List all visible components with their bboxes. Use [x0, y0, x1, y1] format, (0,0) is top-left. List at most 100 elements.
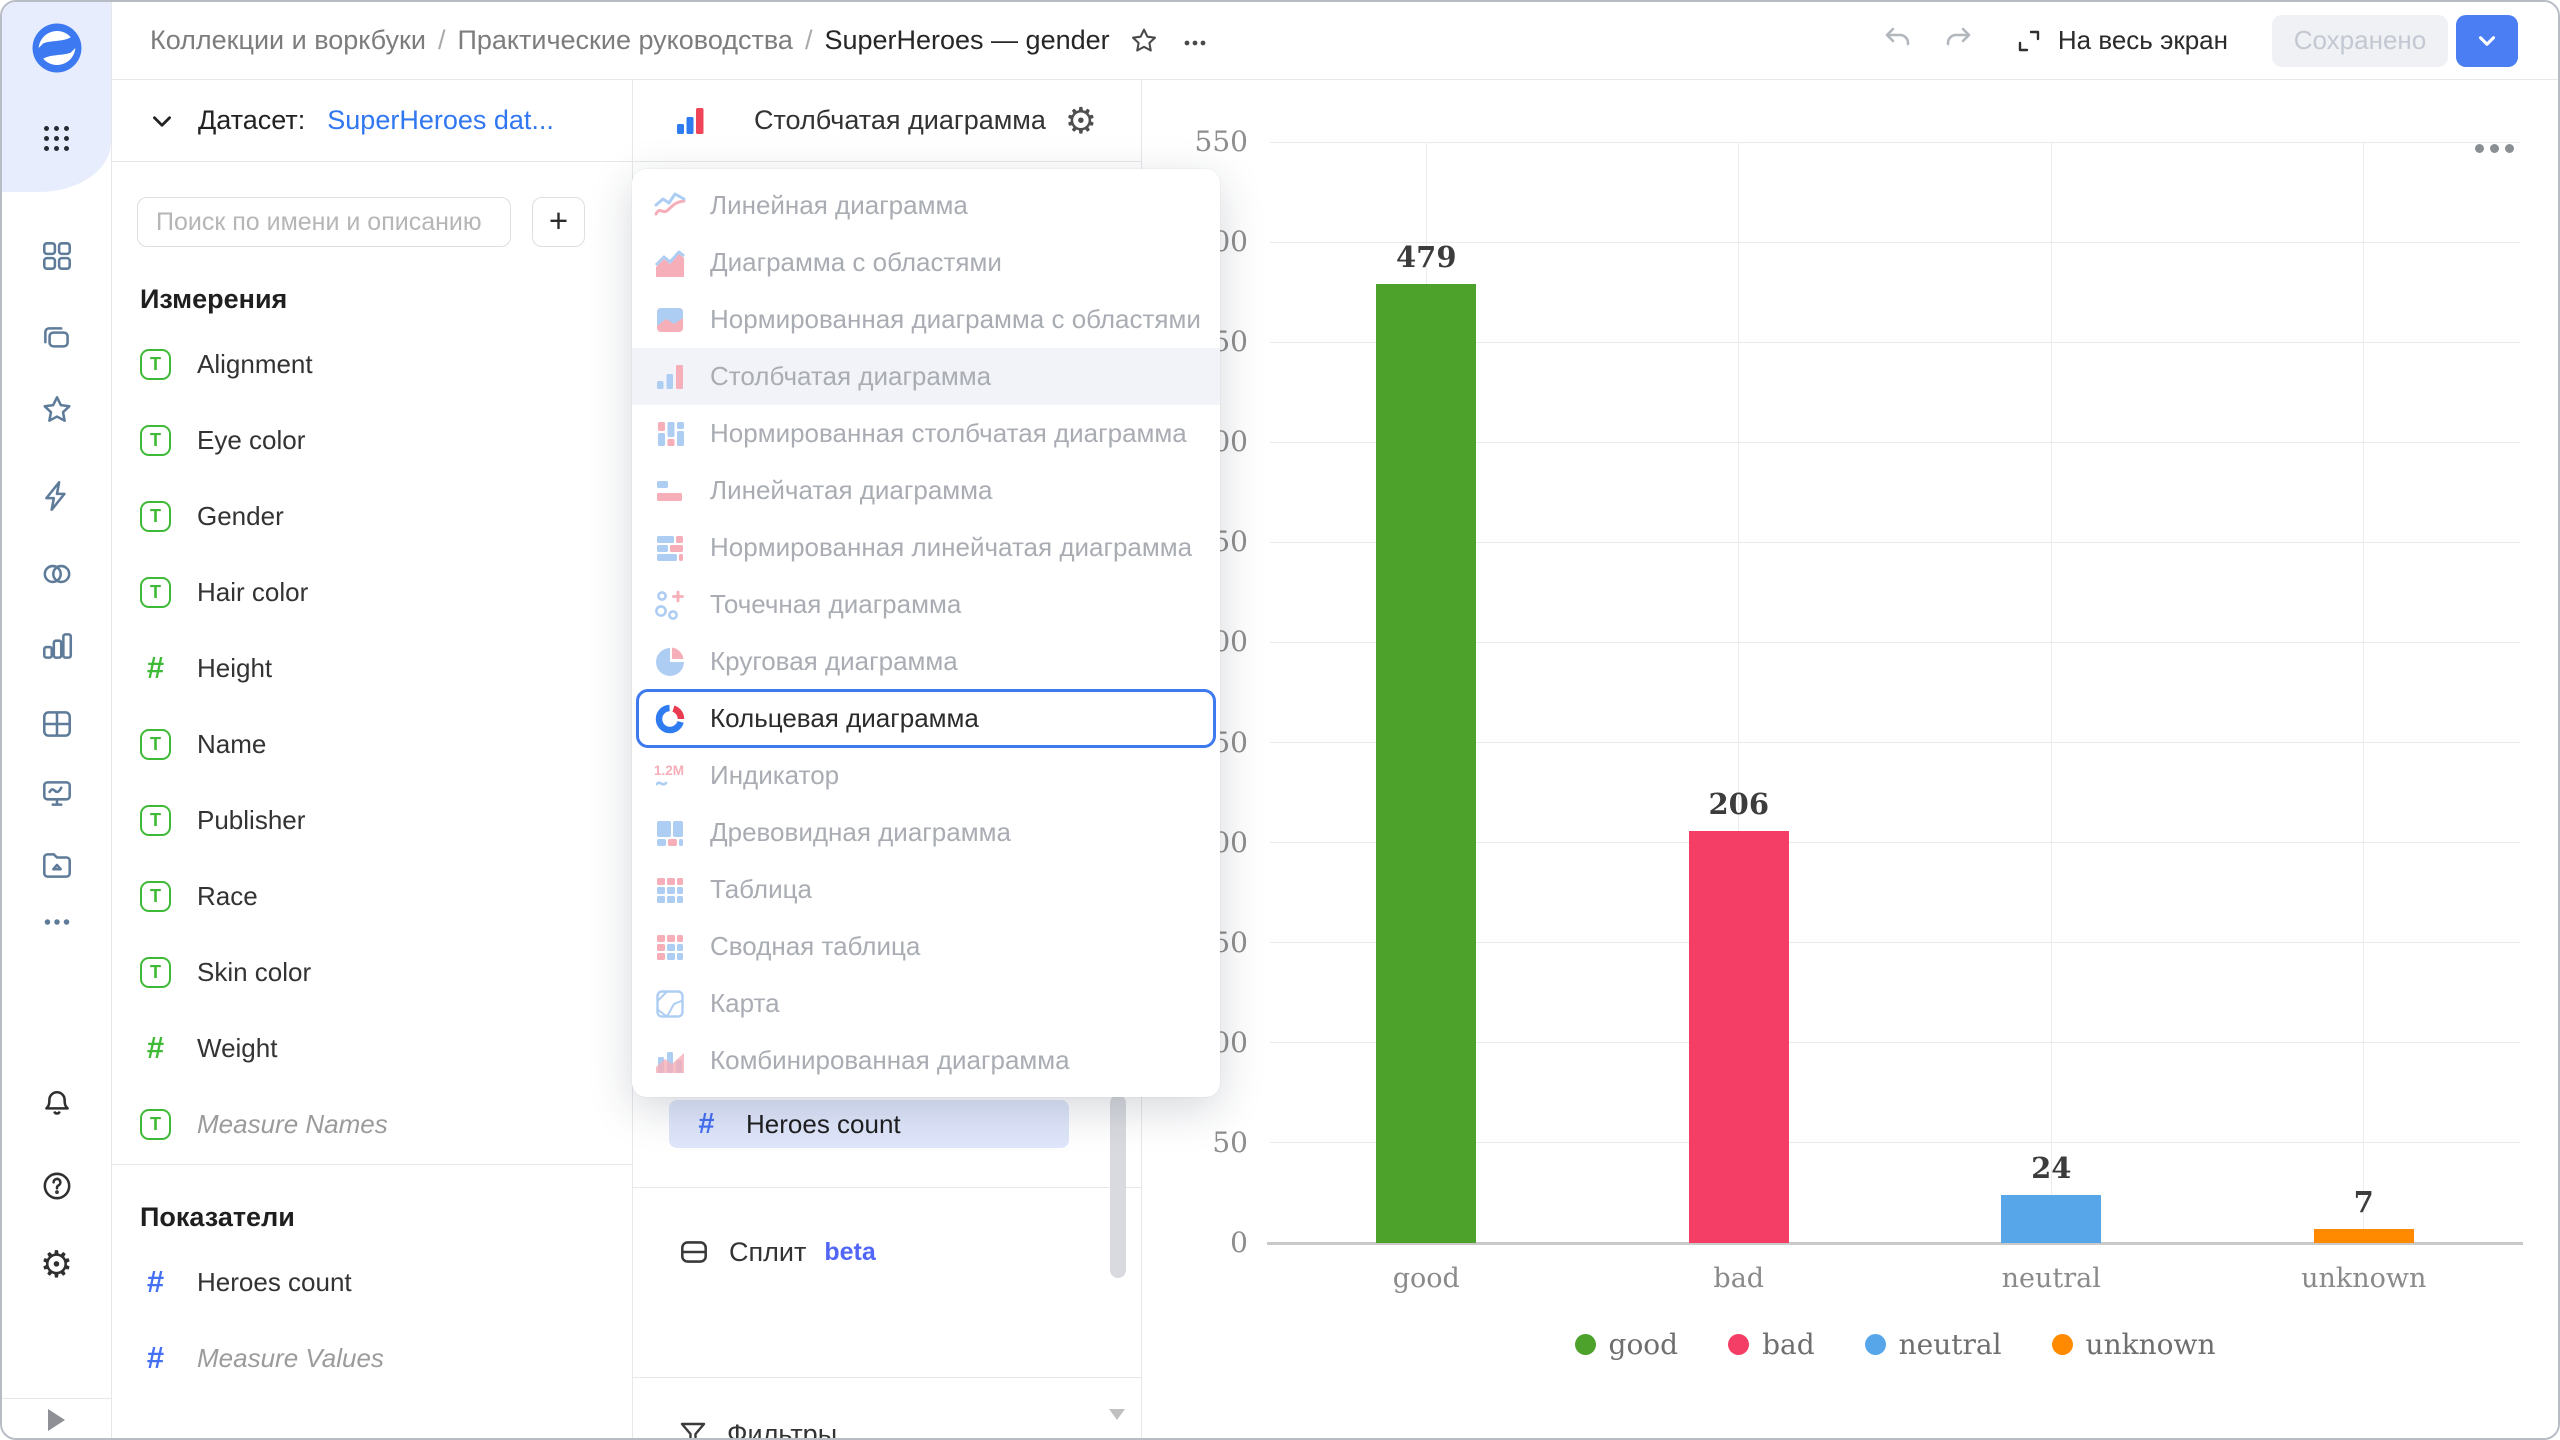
field-item[interactable]: T Measure Names	[140, 1086, 620, 1162]
chart-type-option[interactable]: Кольцевая диаграмма	[636, 689, 1216, 748]
dataset-panel: Датасет: SuperHeroes dat... + Измерения …	[112, 80, 633, 1438]
split-section[interactable]: Сплит beta	[677, 1230, 876, 1274]
collections-icon[interactable]	[39, 322, 75, 358]
chart-type-option-label: Комбинированная диаграмма	[710, 1045, 1070, 1075]
help-icon[interactable]	[39, 1168, 75, 1204]
legend-item[interactable]: good	[1574, 1328, 1678, 1361]
beta-badge: beta	[824, 1237, 876, 1266]
search-input[interactable]	[137, 197, 511, 247]
bar-neutral[interactable]	[2001, 1195, 2102, 1243]
storage-folder-icon[interactable]	[39, 848, 75, 884]
save-dropdown-button[interactable]	[2456, 14, 2518, 67]
field-item[interactable]: T Skin color	[140, 934, 620, 1010]
chart-settings-gear-icon[interactable]: ⚙	[1064, 99, 1097, 141]
pivot-table-icon	[653, 930, 687, 964]
undo-icon[interactable]	[1882, 22, 1914, 59]
chart-type-option[interactable]: Линейная диаграмма	[632, 177, 1220, 234]
bar-good[interactable]	[1376, 284, 1477, 1243]
chart-type-option[interactable]: Нормированная диаграмма с областями	[632, 291, 1220, 348]
bar-value-label: 206	[1708, 787, 1770, 821]
bar-value-label: 479	[1395, 240, 1457, 274]
expand-sidebar-icon[interactable]	[39, 1402, 75, 1438]
field-label: Measure Names	[197, 1108, 388, 1139]
bar-value-label: 7	[2353, 1185, 2374, 1219]
charts-icon[interactable]	[39, 628, 75, 664]
add-field-button[interactable]: +	[532, 197, 585, 247]
apps-grid-icon[interactable]	[39, 120, 75, 156]
chart-type-selector[interactable]: Столбчатая диаграмма ⚙	[633, 80, 1141, 162]
chart-type-option-label: Индикатор	[710, 760, 840, 790]
tables-icon[interactable]	[39, 706, 75, 742]
chart-type-option[interactable]: 1.2M Индикатор	[632, 747, 1220, 804]
chart-type-option[interactable]: Нормированная столбчатая диаграмма	[632, 405, 1220, 462]
pie-icon	[653, 645, 687, 679]
field-label: Skin color	[197, 956, 312, 987]
datasets-icon[interactable]	[39, 556, 75, 592]
field-item[interactable]: T Name	[140, 706, 620, 782]
chart-menu-icon[interactable]	[2475, 144, 2514, 153]
breadcrumb: Коллекции и воркбуки / Практические руково…	[150, 25, 1110, 56]
measures-title: Показатели	[140, 1202, 295, 1232]
legend-item[interactable]: neutral	[1864, 1328, 2002, 1361]
chart-type-option[interactable]: Карта	[632, 975, 1220, 1032]
dataset-header[interactable]: Датасет: SuperHeroes dat...	[112, 80, 632, 162]
legend-dot-icon	[1864, 1334, 1886, 1355]
chart-type-option[interactable]: Диаграмма с областями	[632, 234, 1220, 291]
more-icon[interactable]	[39, 904, 75, 940]
saved-button[interactable]: Сохранено	[2272, 14, 2448, 67]
dashboards-icon[interactable]	[39, 776, 75, 812]
favorites-star-icon[interactable]	[39, 392, 75, 428]
gridline	[1270, 1142, 2520, 1144]
field-item[interactable]: T Publisher	[140, 782, 620, 858]
scrollbar-thumb[interactable]	[1110, 1095, 1126, 1278]
chart-type-option[interactable]: Точечная диаграмма	[632, 576, 1220, 633]
favorite-star-icon[interactable]	[1128, 25, 1160, 57]
chart-type-menu-popup: Линейная диаграмма Диаграмма с областями Н…	[632, 169, 1220, 1097]
breadcrumb-item[interactable]: Коллекции и воркбуки	[150, 25, 426, 55]
settings-gear-icon[interactable]: ⚙	[39, 1243, 74, 1285]
entry-more-icon[interactable]	[1178, 24, 1212, 58]
x-axis-line	[1267, 1242, 2523, 1245]
bar-bad[interactable]	[1688, 831, 1789, 1243]
field-item[interactable]: # Heroes count	[140, 1244, 620, 1320]
string-field-icon: T	[140, 880, 171, 912]
connections-bolt-icon[interactable]	[39, 478, 75, 514]
scatter-icon	[653, 588, 687, 622]
breadcrumb-item[interactable]: Практические руководства	[457, 25, 793, 55]
field-item[interactable]: # Weight	[140, 1010, 620, 1086]
datalens-logo[interactable]	[31, 22, 83, 74]
y-field-chip[interactable]: # Heroes count	[669, 1100, 1069, 1148]
widgets-icon[interactable]	[39, 238, 75, 274]
field-item[interactable]: T Eye color	[140, 402, 620, 478]
bar-unknown[interactable]	[2313, 1229, 2414, 1243]
field-label: Weight	[197, 1032, 278, 1063]
dimensions-title: Измерения	[140, 284, 288, 314]
redo-icon[interactable]	[1942, 22, 1974, 59]
field-item[interactable]: T Hair color	[140, 554, 620, 630]
legend-item[interactable]: bad	[1728, 1328, 1815, 1361]
chart-type-option[interactable]: Столбчатая диаграмма	[632, 348, 1220, 405]
number-field-icon: #	[698, 1107, 715, 1140]
dataset-name-link[interactable]: SuperHeroes dat...	[327, 105, 554, 135]
chart-type-option[interactable]: Комбинированная диаграмма	[632, 1032, 1220, 1089]
field-item[interactable]: T Alignment	[140, 326, 620, 402]
notifications-bell-icon[interactable]	[39, 1084, 75, 1120]
chart-type-option-label: Круговая диаграмма	[710, 646, 958, 676]
fullscreen-button[interactable]: На весь экран	[2014, 25, 2228, 56]
chart-type-option[interactable]: Сводная таблица	[632, 918, 1220, 975]
chart-type-option[interactable]: Древовидная диаграмма	[632, 804, 1220, 861]
field-item[interactable]: T Gender	[140, 478, 620, 554]
field-item[interactable]: # Measure Values	[140, 1320, 620, 1396]
string-field-icon: T	[140, 424, 171, 456]
number-field-icon: #	[146, 650, 165, 685]
chart-type-option[interactable]: Линейчатая диаграмма	[632, 462, 1220, 519]
chart-type-option[interactable]: Нормированная линейчатая диаграмма	[632, 519, 1220, 576]
field-label: Heroes count	[197, 1266, 352, 1297]
chart-type-option[interactable]: Круговая диаграмма	[632, 633, 1220, 690]
legend-item[interactable]: unknown	[2051, 1328, 2215, 1361]
filters-section[interactable]: Фильтры	[677, 1412, 837, 1438]
field-item[interactable]: T Race	[140, 858, 620, 934]
field-item[interactable]: # Height	[140, 630, 620, 706]
chart-type-option[interactable]: Таблица	[632, 861, 1220, 918]
legend-label: neutral	[1898, 1328, 2002, 1361]
